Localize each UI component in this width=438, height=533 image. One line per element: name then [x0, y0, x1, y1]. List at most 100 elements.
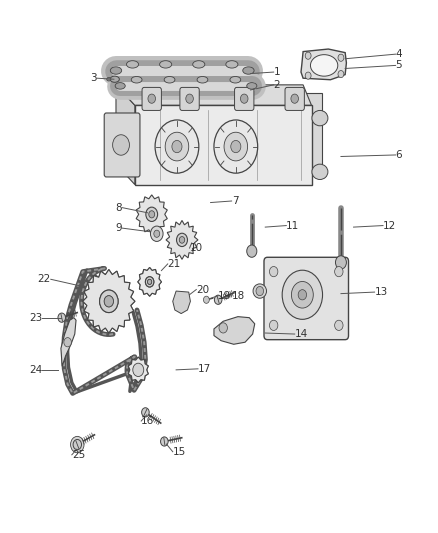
Ellipse shape — [253, 284, 266, 298]
Text: 1: 1 — [274, 67, 280, 77]
Text: 20: 20 — [196, 285, 209, 295]
FancyBboxPatch shape — [285, 87, 304, 110]
Text: 12: 12 — [383, 221, 396, 231]
FancyBboxPatch shape — [264, 257, 349, 340]
Circle shape — [149, 211, 155, 218]
Circle shape — [155, 120, 199, 173]
FancyBboxPatch shape — [135, 106, 311, 184]
Polygon shape — [83, 270, 135, 333]
Ellipse shape — [131, 76, 142, 83]
Polygon shape — [136, 195, 167, 234]
Ellipse shape — [311, 55, 338, 76]
Text: 14: 14 — [295, 329, 308, 339]
Ellipse shape — [115, 83, 125, 89]
Ellipse shape — [159, 61, 172, 68]
Circle shape — [269, 266, 278, 277]
Text: 22: 22 — [38, 274, 51, 284]
Polygon shape — [128, 357, 148, 383]
Ellipse shape — [312, 110, 328, 126]
Polygon shape — [116, 85, 311, 106]
Circle shape — [219, 323, 227, 333]
Circle shape — [186, 94, 193, 103]
Text: 17: 17 — [198, 364, 211, 374]
Circle shape — [214, 120, 258, 173]
Text: 2: 2 — [274, 80, 280, 90]
FancyBboxPatch shape — [180, 87, 199, 110]
Text: 25: 25 — [72, 450, 85, 460]
Circle shape — [148, 279, 152, 285]
Circle shape — [148, 279, 152, 285]
Text: 9: 9 — [116, 223, 122, 233]
Polygon shape — [166, 221, 198, 260]
Text: 3: 3 — [90, 73, 97, 83]
Polygon shape — [301, 49, 346, 80]
Circle shape — [134, 365, 142, 375]
Circle shape — [154, 230, 160, 237]
Circle shape — [113, 135, 130, 155]
Circle shape — [282, 270, 322, 319]
Polygon shape — [138, 268, 161, 296]
Circle shape — [291, 94, 298, 103]
Text: 16: 16 — [141, 416, 155, 426]
Ellipse shape — [193, 61, 205, 68]
Circle shape — [203, 296, 209, 303]
Text: 8: 8 — [116, 203, 122, 213]
Ellipse shape — [312, 164, 328, 180]
Polygon shape — [128, 357, 148, 383]
Circle shape — [99, 290, 118, 312]
Circle shape — [291, 281, 313, 308]
Text: 18: 18 — [232, 290, 245, 301]
Circle shape — [165, 132, 189, 161]
Text: 6: 6 — [396, 150, 402, 160]
Circle shape — [240, 94, 248, 103]
Ellipse shape — [226, 61, 238, 68]
Circle shape — [335, 266, 343, 277]
Circle shape — [71, 437, 84, 453]
Circle shape — [148, 94, 155, 103]
Text: 4: 4 — [396, 49, 402, 59]
Circle shape — [58, 313, 66, 322]
Circle shape — [73, 439, 81, 450]
Ellipse shape — [197, 76, 208, 83]
FancyBboxPatch shape — [235, 87, 254, 110]
Polygon shape — [173, 291, 191, 313]
Polygon shape — [116, 85, 135, 184]
Ellipse shape — [110, 67, 122, 74]
Ellipse shape — [110, 76, 119, 82]
Polygon shape — [61, 318, 76, 366]
Circle shape — [104, 296, 113, 307]
Circle shape — [99, 290, 118, 312]
Circle shape — [172, 140, 182, 152]
Circle shape — [335, 320, 343, 330]
Circle shape — [269, 320, 278, 330]
Circle shape — [161, 437, 168, 446]
Text: 5: 5 — [396, 60, 402, 70]
FancyBboxPatch shape — [104, 113, 140, 177]
Circle shape — [338, 70, 344, 78]
Polygon shape — [214, 317, 255, 344]
Circle shape — [145, 277, 154, 287]
Circle shape — [305, 72, 311, 79]
Circle shape — [146, 207, 158, 222]
Ellipse shape — [247, 83, 257, 89]
Circle shape — [141, 408, 149, 417]
Text: 21: 21 — [168, 259, 181, 269]
Circle shape — [64, 337, 71, 347]
Circle shape — [305, 52, 311, 59]
Circle shape — [134, 365, 142, 375]
Circle shape — [177, 233, 187, 247]
Text: 19: 19 — [218, 290, 231, 301]
Circle shape — [338, 54, 344, 61]
Text: 13: 13 — [374, 287, 388, 297]
Text: 11: 11 — [286, 221, 300, 231]
Circle shape — [214, 295, 222, 304]
Ellipse shape — [230, 76, 241, 83]
Circle shape — [231, 140, 241, 152]
Text: 23: 23 — [29, 313, 42, 322]
Circle shape — [256, 286, 264, 296]
Polygon shape — [83, 270, 135, 333]
FancyBboxPatch shape — [142, 87, 161, 110]
Ellipse shape — [107, 77, 111, 81]
FancyBboxPatch shape — [145, 93, 322, 172]
Circle shape — [151, 226, 163, 241]
